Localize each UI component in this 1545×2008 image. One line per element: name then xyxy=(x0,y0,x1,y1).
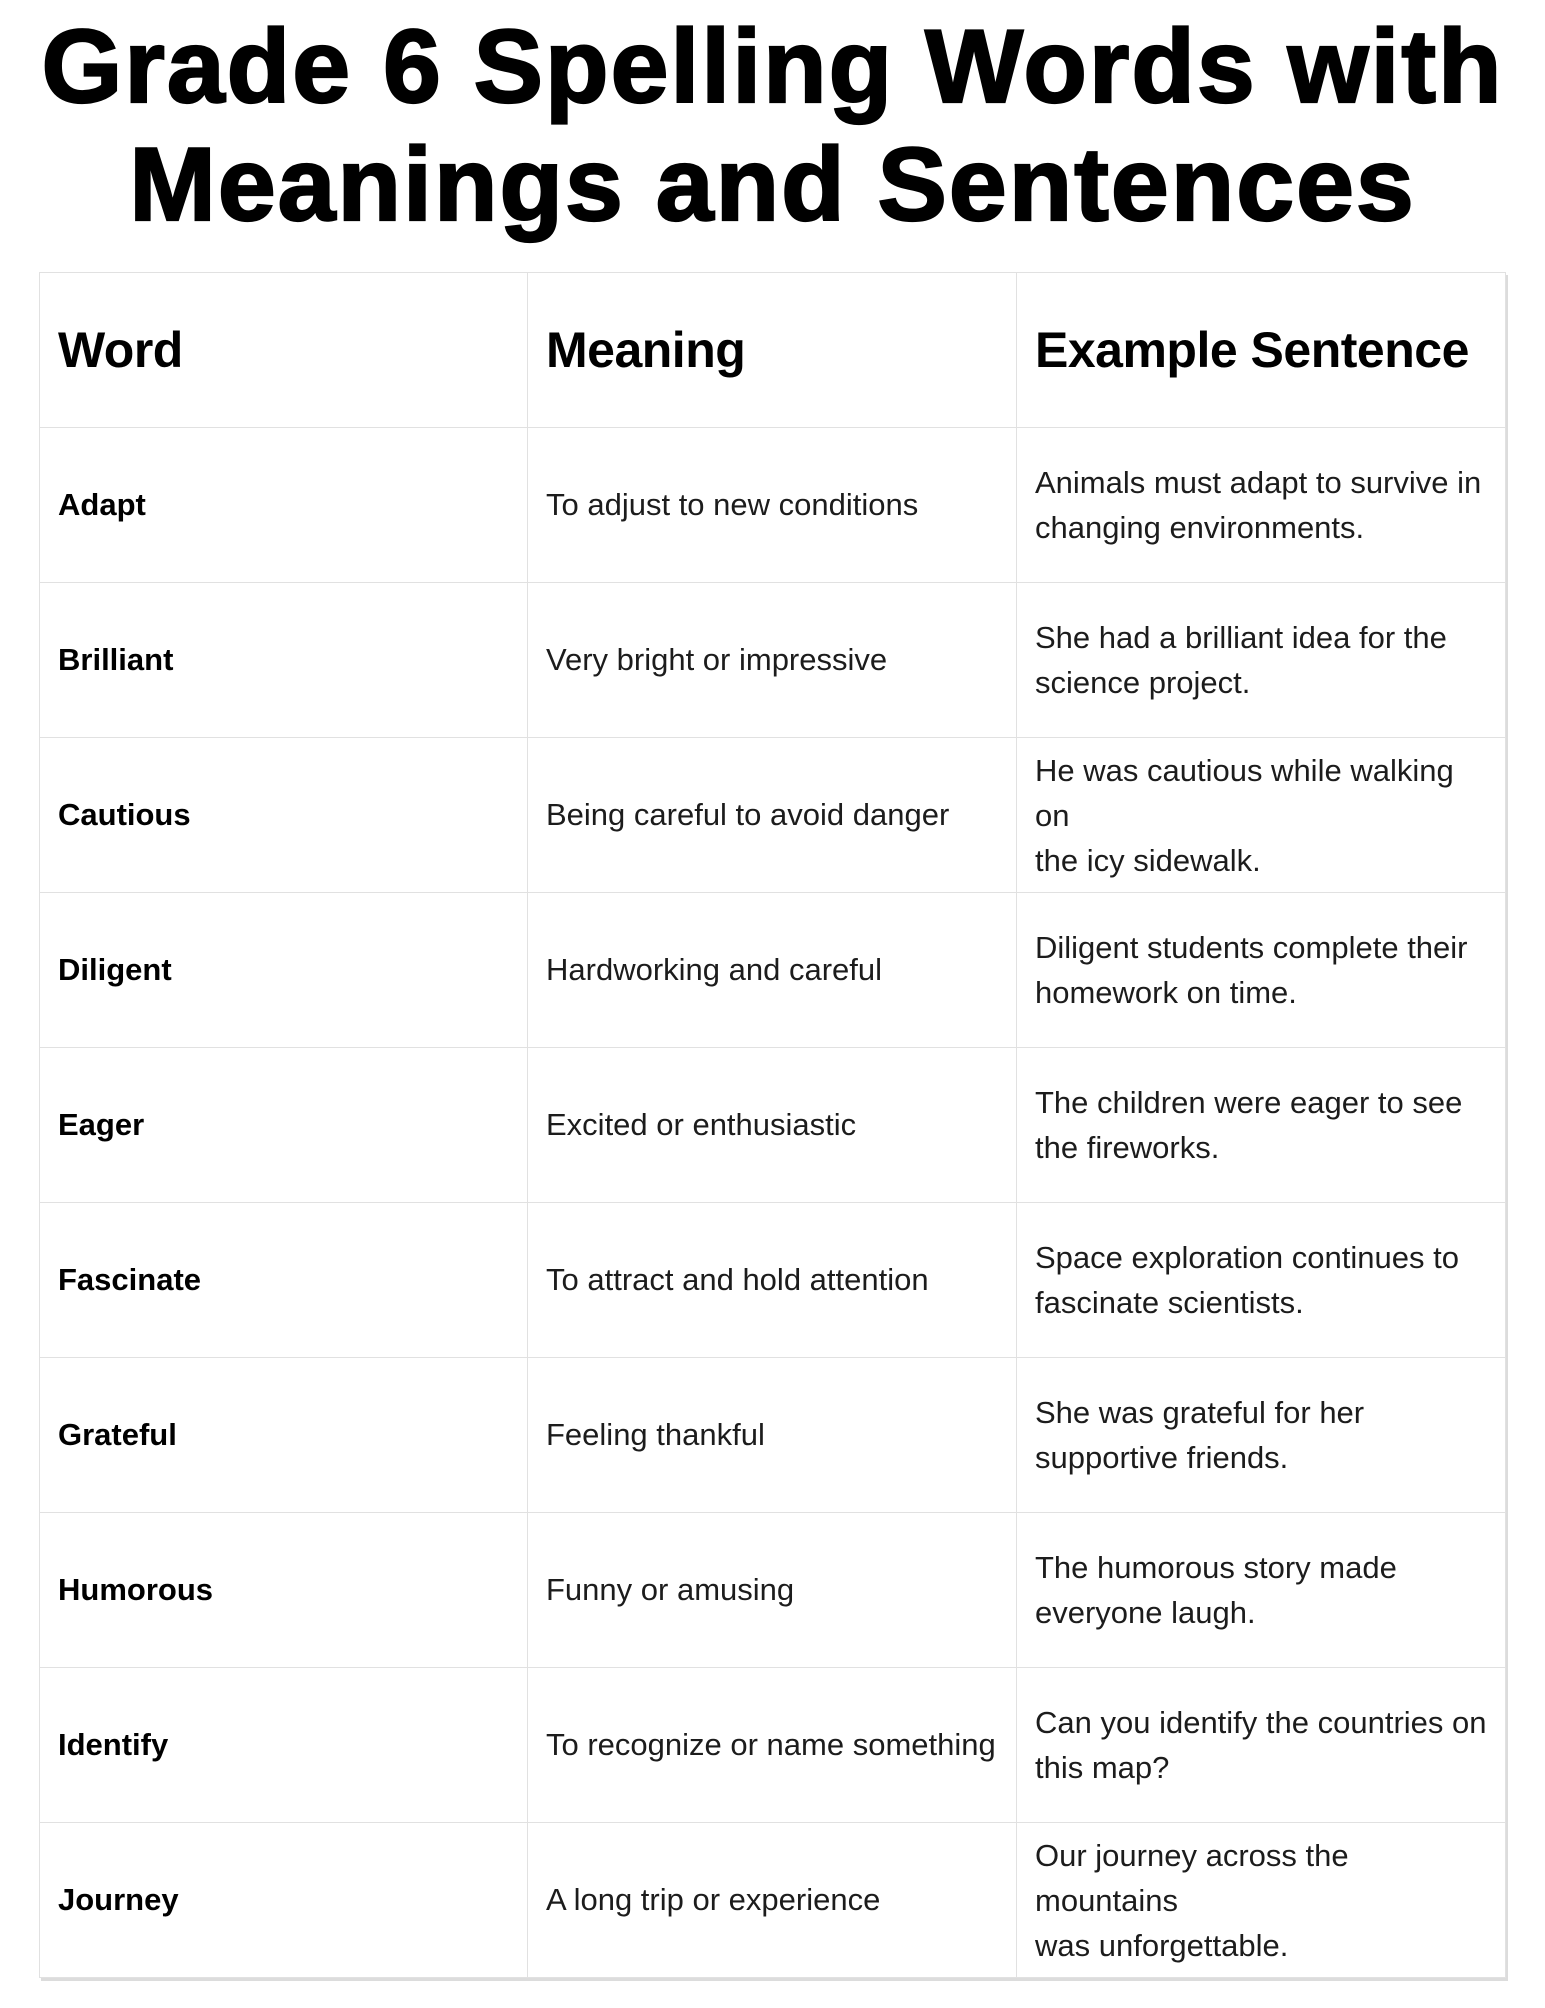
document-page: Grade 6 Spelling Words with Meanings and… xyxy=(0,8,1545,2008)
meaning-cell: Feeling thankful xyxy=(527,1357,1017,1513)
word-cell: Identify xyxy=(39,1667,528,1823)
meaning-cell: To adjust to new conditions xyxy=(527,427,1017,583)
table-row: Diligent Hardworking and careful Diligen… xyxy=(39,892,1506,1048)
sentence-cell: She had a brilliant idea for the science… xyxy=(1016,582,1506,738)
meaning-cell: Very bright or impressive xyxy=(527,582,1017,738)
table-row: Identify To recognize or name something … xyxy=(39,1667,1506,1823)
table-row: Humorous Funny or amusing The humorous s… xyxy=(39,1512,1506,1668)
word-cell: Journey xyxy=(39,1822,528,1978)
table-row: Journey A long trip or experience Our jo… xyxy=(39,1822,1506,1978)
page-title-line-2: Meanings and Sentences xyxy=(128,126,1416,244)
spelling-words-table: Word Meaning Example Sentence Adapt To a… xyxy=(39,272,1506,1978)
meaning-cell: Excited or enthusiastic xyxy=(527,1047,1017,1203)
sentence-cell: He was cautious while walking on the icy… xyxy=(1016,737,1506,893)
document-body: { "title": { "line1": "Grade 6 Spelling … xyxy=(0,8,1545,2008)
sentence-cell: Diligent students complete their homewor… xyxy=(1016,892,1506,1048)
table-header: Word Meaning Example Sentence xyxy=(39,272,1506,428)
word-cell: Eager xyxy=(39,1047,528,1203)
table-row: Grateful Feeling thankful She was gratef… xyxy=(39,1357,1506,1513)
column-header-word: Word xyxy=(39,272,528,428)
word-cell: Diligent xyxy=(39,892,528,1048)
meaning-cell: Hardworking and careful xyxy=(527,892,1017,1048)
sentence-cell: She was grateful for her supportive frie… xyxy=(1016,1357,1506,1513)
word-cell: Fascinate xyxy=(39,1202,528,1358)
sentence-cell: The humorous story made everyone laugh. xyxy=(1016,1512,1506,1668)
table-body: Adapt To adjust to new conditions Animal… xyxy=(39,427,1506,1978)
sentence-cell: Animals must adapt to survive in changin… xyxy=(1016,427,1506,583)
table-row: Brilliant Very bright or impressive She … xyxy=(39,582,1506,738)
word-cell: Adapt xyxy=(39,427,528,583)
sentence-cell: Space exploration continues to fascinate… xyxy=(1016,1202,1506,1358)
sentence-cell: The children were eager to see the firew… xyxy=(1016,1047,1506,1203)
meaning-cell: A long trip or experience xyxy=(527,1822,1017,1978)
table-row: Cautious Being careful to avoid danger H… xyxy=(39,737,1506,893)
meaning-cell: To recognize or name something xyxy=(527,1667,1017,1823)
table-row: Fascinate To attract and hold attention … xyxy=(39,1202,1506,1358)
sentence-cell: Our journey across the mountains was unf… xyxy=(1016,1822,1506,1978)
word-cell: Brilliant xyxy=(39,582,528,738)
word-cell: Cautious xyxy=(39,737,528,893)
table-row: Adapt To adjust to new conditions Animal… xyxy=(39,427,1506,583)
table-row: Eager Excited or enthusiastic The childr… xyxy=(39,1047,1506,1203)
column-header-example-sentence: Example Sentence xyxy=(1016,272,1506,428)
sentence-cell: Can you identify the countries on this m… xyxy=(1016,1667,1506,1823)
page-title: Grade 6 Spelling Words with Meanings and… xyxy=(0,8,1545,244)
meaning-cell: Funny or amusing xyxy=(527,1512,1017,1668)
word-cell: Grateful xyxy=(39,1357,528,1513)
meaning-cell: To attract and hold attention xyxy=(527,1202,1017,1358)
word-cell: Humorous xyxy=(39,1512,528,1668)
table-header-row: Word Meaning Example Sentence xyxy=(39,272,1506,428)
meaning-cell: Being careful to avoid danger xyxy=(527,737,1017,893)
column-header-meaning: Meaning xyxy=(527,272,1017,428)
page-title-line-1: Grade 6 Spelling Words with xyxy=(40,8,1504,126)
